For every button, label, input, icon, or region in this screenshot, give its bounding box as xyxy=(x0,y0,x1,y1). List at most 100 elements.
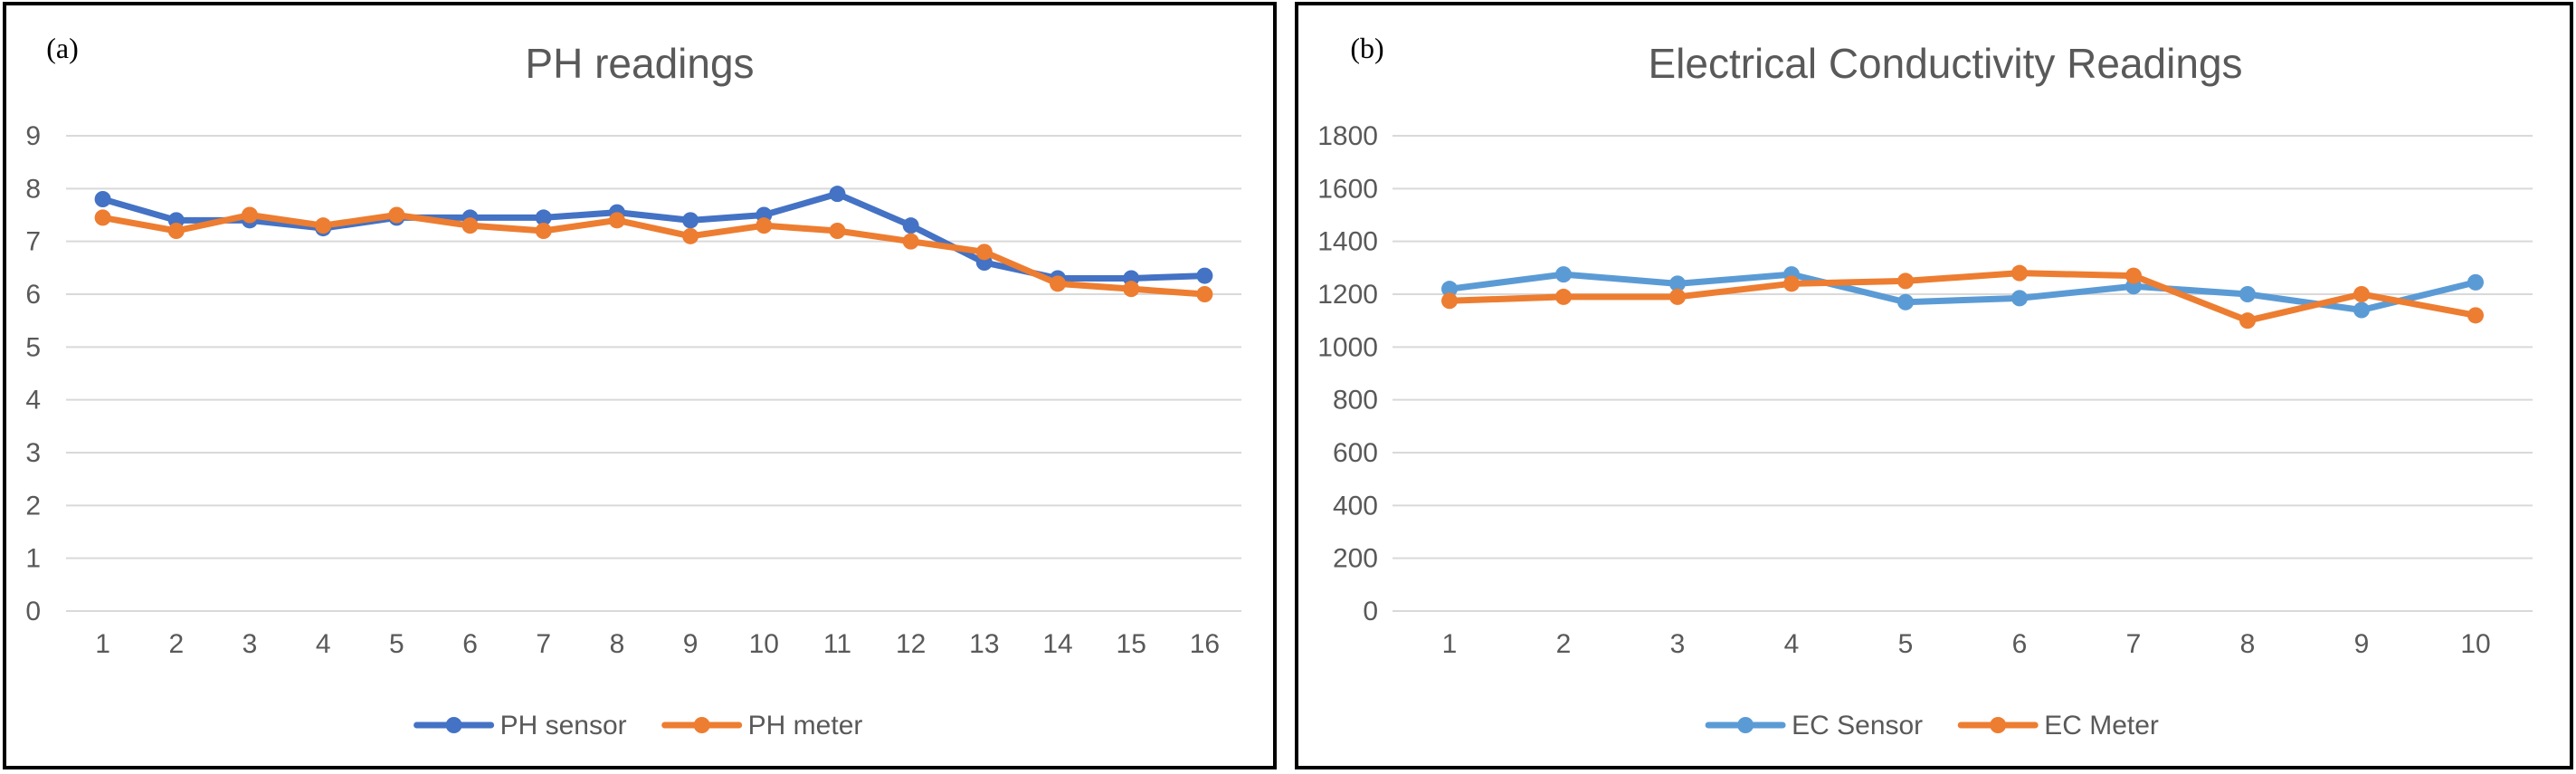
ec-y-tick-label: 400 xyxy=(1333,491,1378,521)
ec-series-1-point xyxy=(2353,301,2370,319)
ph-series-2-point xyxy=(388,206,405,224)
ec-x-tick-label: 8 xyxy=(2240,629,2256,659)
ec-series-2-point xyxy=(1669,288,1686,305)
ph-series-line-2 xyxy=(100,212,1208,298)
ph-x-tick-label: 7 xyxy=(536,629,551,659)
ec-chart: (b) Electrical Conductivity Readings 0 200 4… xyxy=(1317,32,2533,741)
ph-series-2-point xyxy=(902,233,919,250)
ph-x-tick-label: 5 xyxy=(389,629,404,659)
ec-series-2-point xyxy=(1441,292,1458,310)
ph-series-2-point xyxy=(241,206,258,224)
ph-chart-title: PH readings xyxy=(525,40,754,87)
ec-x-tick-label: 6 xyxy=(2012,629,2028,659)
ph-x-tick-label: 16 xyxy=(1190,629,1220,659)
ec-series-line-1 xyxy=(1446,271,2479,313)
ph-series-2-point xyxy=(682,227,699,244)
ec-series-1-point xyxy=(1555,266,1572,283)
ph-y-tick-label: 9 xyxy=(25,121,41,151)
ph-series-2-point xyxy=(535,223,552,239)
ec-y-tick-label: 1800 xyxy=(1317,121,1378,151)
ph-y-tick-label: 0 xyxy=(25,597,41,626)
ph-x-tick-label: 10 xyxy=(749,629,779,659)
ph-series-2-point xyxy=(975,244,993,261)
ph-series-2-point xyxy=(1050,275,1067,292)
ec-series-2-point xyxy=(2125,267,2142,284)
ph-series-1-point xyxy=(1196,267,1213,284)
ec-series-1-point xyxy=(2011,290,2028,307)
ph-series-2-point xyxy=(315,217,332,234)
ec-chart-title: Electrical Conductivity Readings xyxy=(1648,40,2242,87)
ec-series-2-point xyxy=(1783,275,1800,292)
ec-y-tick-label: 1400 xyxy=(1317,227,1378,257)
ph-series-1-point xyxy=(682,212,699,229)
ec-series-1-point xyxy=(1669,275,1686,292)
ec-legend-label-2: EC Meter xyxy=(2044,711,2159,741)
ec-x-tick-label: 2 xyxy=(1556,629,1572,659)
ph-series-1-point xyxy=(535,209,552,226)
ph-series-2-point xyxy=(1196,286,1213,302)
ph-series-2-point xyxy=(461,217,479,234)
ec-chart-panel: (b) Electrical Conductivity Readings 0 200 4… xyxy=(1295,2,2573,769)
ph-y-tick-label: 1 xyxy=(25,544,41,574)
ec-series-2-point xyxy=(2239,312,2256,330)
ph-series-2-point xyxy=(1123,281,1140,298)
ec-y-tick-label: 200 xyxy=(1333,544,1378,574)
ec-x-tick-label: 1 xyxy=(1442,629,1458,659)
ph-x-tick-label: 4 xyxy=(316,629,331,659)
ph-x-tick-label: 3 xyxy=(242,629,258,659)
ph-series-1-point xyxy=(94,191,111,207)
ph-y-tick-label: 4 xyxy=(25,386,41,416)
ph-y-tick-label: 3 xyxy=(25,438,41,468)
ph-y-tick-label: 6 xyxy=(25,280,41,310)
ec-series-2-point xyxy=(1555,288,1572,305)
ph-series-1-point xyxy=(902,217,919,234)
ph-x-tick-label: 15 xyxy=(1117,629,1146,659)
ph-legend-label-2: PH meter xyxy=(748,711,863,741)
ph-y-tick-label: 2 xyxy=(25,491,41,521)
ec-x-tick-label: 5 xyxy=(1898,629,1914,659)
ec-y-tick-label: 0 xyxy=(1363,597,1378,626)
ph-series-1-point xyxy=(829,186,846,203)
ec-panel-label: (b) xyxy=(1350,32,1383,64)
ph-series-2-point xyxy=(94,209,111,226)
ph-series-2-point xyxy=(608,212,625,229)
ph-series-2-point xyxy=(829,223,846,239)
ph-y-tick-label: 8 xyxy=(25,174,41,204)
ph-x-tick-label: 9 xyxy=(683,629,699,659)
ph-x-tick-label: 13 xyxy=(969,629,999,659)
ec-series-2-point xyxy=(1897,272,1914,290)
ec-x-tick-label: 10 xyxy=(2460,629,2490,659)
ph-y-tick-label: 7 xyxy=(25,227,41,257)
ph-x-tick-label: 8 xyxy=(610,629,625,659)
ec-legend-swatch-marker-2 xyxy=(1990,717,2007,733)
ph-x-tick-label: 6 xyxy=(462,629,478,659)
ec-y-tick-label: 1600 xyxy=(1317,174,1378,204)
ec-series-1-point xyxy=(1441,281,1458,298)
ec-legend-label-1: EC Sensor xyxy=(1792,711,1923,741)
ec-y-tick-label: 1000 xyxy=(1317,332,1378,362)
ph-chart-panel: (a) PH readings 0 1 2 3 4 5 6 7 8 9 1 2 3 4 5 6 7 8 9 10 11 12 1… xyxy=(3,2,1277,769)
ec-series-2-point xyxy=(2011,264,2028,282)
ec-y-tick-label: 1200 xyxy=(1317,280,1378,310)
ph-x-tick-label: 12 xyxy=(896,629,926,659)
ec-x-tick-label: 4 xyxy=(1784,629,1800,659)
ec-y-tick-label: 800 xyxy=(1333,386,1378,416)
ph-legend-swatch-marker-1 xyxy=(445,717,462,733)
ec-legend-swatch-marker-1 xyxy=(1737,717,1754,733)
ec-series-1-point xyxy=(1897,293,1914,311)
ph-x-tick-label: 2 xyxy=(168,629,184,659)
ph-y-tick-label: 5 xyxy=(25,332,41,362)
ph-x-tick-label: 14 xyxy=(1042,629,1072,659)
ph-series-line-1 xyxy=(100,190,1208,282)
ec-series-2-point xyxy=(2467,307,2484,324)
ph-series-2-point xyxy=(167,223,185,239)
ec-series-2-point xyxy=(2353,286,2370,302)
ph-x-tick-label: 11 xyxy=(823,629,851,659)
ph-series-2-point xyxy=(756,217,773,234)
ph-legend-swatch-marker-2 xyxy=(693,717,710,733)
ec-x-tick-label: 9 xyxy=(2354,629,2370,659)
ec-series-line-2 xyxy=(1446,270,2479,324)
ph-x-tick-label: 1 xyxy=(95,629,110,659)
ec-series-1-point xyxy=(2239,286,2256,302)
